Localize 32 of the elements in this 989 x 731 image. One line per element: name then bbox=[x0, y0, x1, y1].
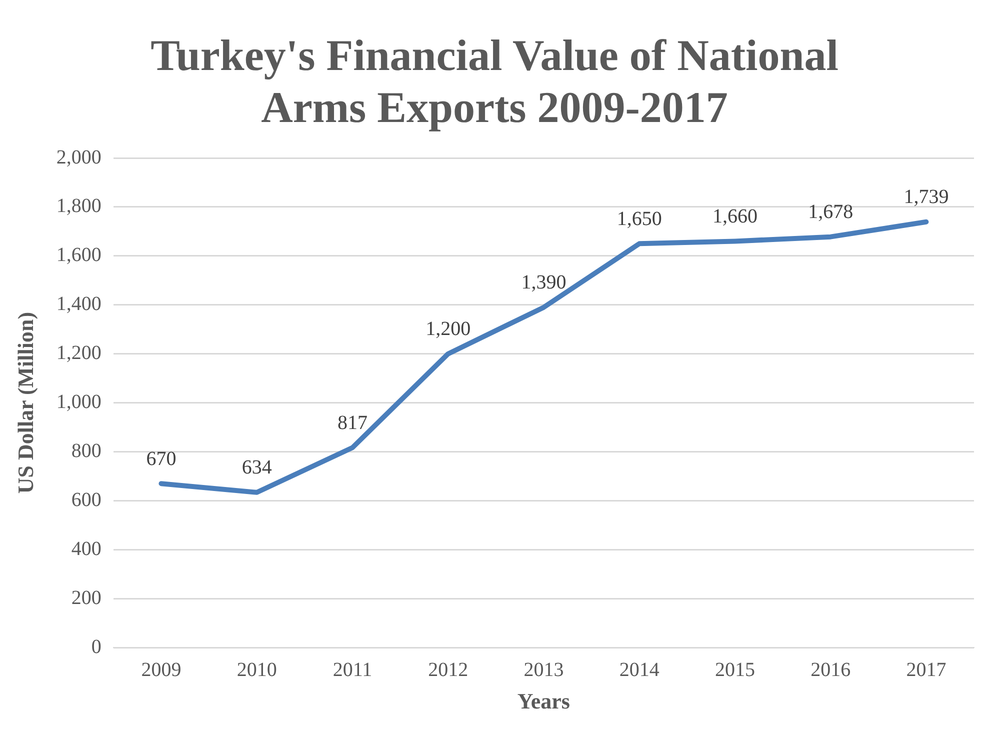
x-tick-label: 2012 bbox=[428, 658, 468, 681]
data-label: 1,739 bbox=[904, 186, 949, 208]
y-axis-title: US Dollar (Million) bbox=[12, 312, 38, 494]
data-label: 1,200 bbox=[426, 318, 471, 340]
y-tick-label: 200 bbox=[71, 586, 102, 609]
x-tick-label: 2014 bbox=[619, 658, 660, 681]
y-tick-label: 1,400 bbox=[56, 293, 102, 316]
y-tick-label: 400 bbox=[71, 538, 102, 560]
data-label: 670 bbox=[146, 448, 176, 470]
x-tick-label: 2013 bbox=[524, 658, 564, 681]
data-label: 817 bbox=[337, 412, 368, 434]
y-tick-label: 1,800 bbox=[56, 195, 102, 218]
y-tick-label: 0 bbox=[91, 636, 102, 658]
x-tick-label: 2009 bbox=[141, 658, 182, 681]
x-tick-label: 2017 bbox=[906, 658, 946, 681]
x-axis-title: Years bbox=[517, 688, 570, 714]
x-tick-label: 2011 bbox=[332, 658, 372, 681]
x-tick-label: 2015 bbox=[714, 658, 755, 681]
y-tick-label: 2,000 bbox=[56, 146, 102, 168]
y-tick-label: 600 bbox=[71, 488, 102, 511]
data-label: 1,390 bbox=[521, 272, 566, 294]
data-label: 1,678 bbox=[808, 201, 854, 224]
y-tick-label: 800 bbox=[71, 440, 102, 462]
x-tick-label: 2010 bbox=[236, 658, 277, 681]
chart-title: Turkey's Financial Value of National Arms Exports 2009-2017 bbox=[150, 30, 840, 134]
y-tick-label: 1,600 bbox=[56, 244, 102, 266]
data-label: 1,660 bbox=[712, 205, 758, 228]
y-tick-label: 1,200 bbox=[56, 342, 102, 364]
data-label: 634 bbox=[242, 456, 272, 479]
data-label: 1,650 bbox=[616, 208, 662, 230]
x-tick-label: 2016 bbox=[810, 658, 851, 681]
y-tick-label: 1,000 bbox=[56, 391, 102, 414]
